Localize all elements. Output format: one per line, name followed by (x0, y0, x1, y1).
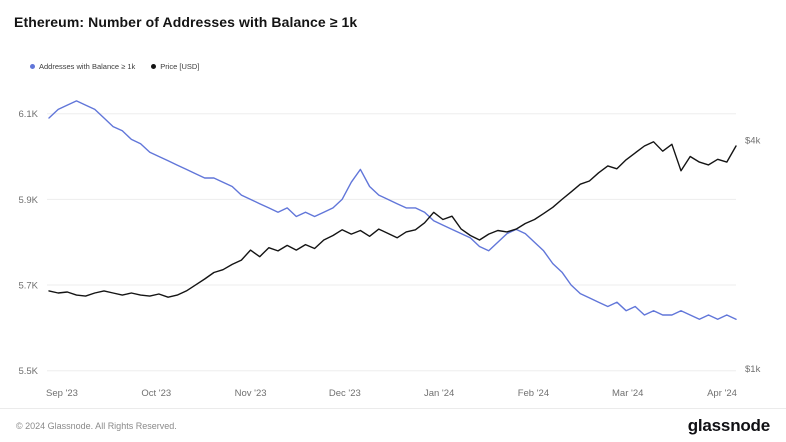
price-series-dot-icon (151, 64, 157, 69)
legend-label-price: Price [USD] (160, 62, 200, 71)
x-axis-tick: Apr '24 (707, 388, 737, 399)
x-axis-tick: Jan '24 (424, 388, 454, 399)
left-axis-tick: 5.7K (18, 281, 38, 292)
x-axis-tick: Feb '24 (518, 388, 549, 399)
series-line-price[interactable] (48, 141, 737, 298)
copyright-text: © 2024 Glassnode. All Rights Reserved. (16, 420, 177, 431)
chart-legend: Addresses with Balance ≥ 1k Price [USD] (30, 62, 199, 71)
page-title: Ethereum: Number of Addresses with Balan… (14, 14, 358, 30)
x-axis-tick: Dec '23 (329, 388, 361, 399)
legend-item-addresses[interactable]: Addresses with Balance ≥ 1k (30, 62, 135, 71)
x-axis-tick: Nov '23 (235, 388, 267, 399)
series-line-addresses[interactable] (48, 100, 737, 320)
x-axis-tick: Sep '23 (46, 388, 78, 399)
left-axis-tick: 5.9K (18, 195, 38, 206)
left-axis-tick: 5.5K (18, 366, 38, 377)
left-axis-tick: 6.1K (18, 109, 38, 120)
right-axis-tick: $4k (745, 136, 761, 147)
x-axis-tick: Mar '24 (612, 388, 643, 399)
footer: © 2024 Glassnode. All Rights Reserved. g… (0, 408, 786, 442)
chart-canvas[interactable]: 6.1K 5.9K 5.7K 5.5K $4k $1k Sep '23 Oct '23 Nov … (0, 0, 786, 408)
addresses-series-dot-icon (30, 64, 35, 69)
glassnode-logo[interactable]: glassnode (687, 415, 770, 435)
right-axis-tick: $1k (745, 364, 761, 375)
legend-item-price[interactable]: Price [USD] (151, 62, 199, 71)
x-axis-tick: Oct '23 (141, 388, 171, 399)
legend-label-addresses: Addresses with Balance ≥ 1k (39, 62, 136, 71)
